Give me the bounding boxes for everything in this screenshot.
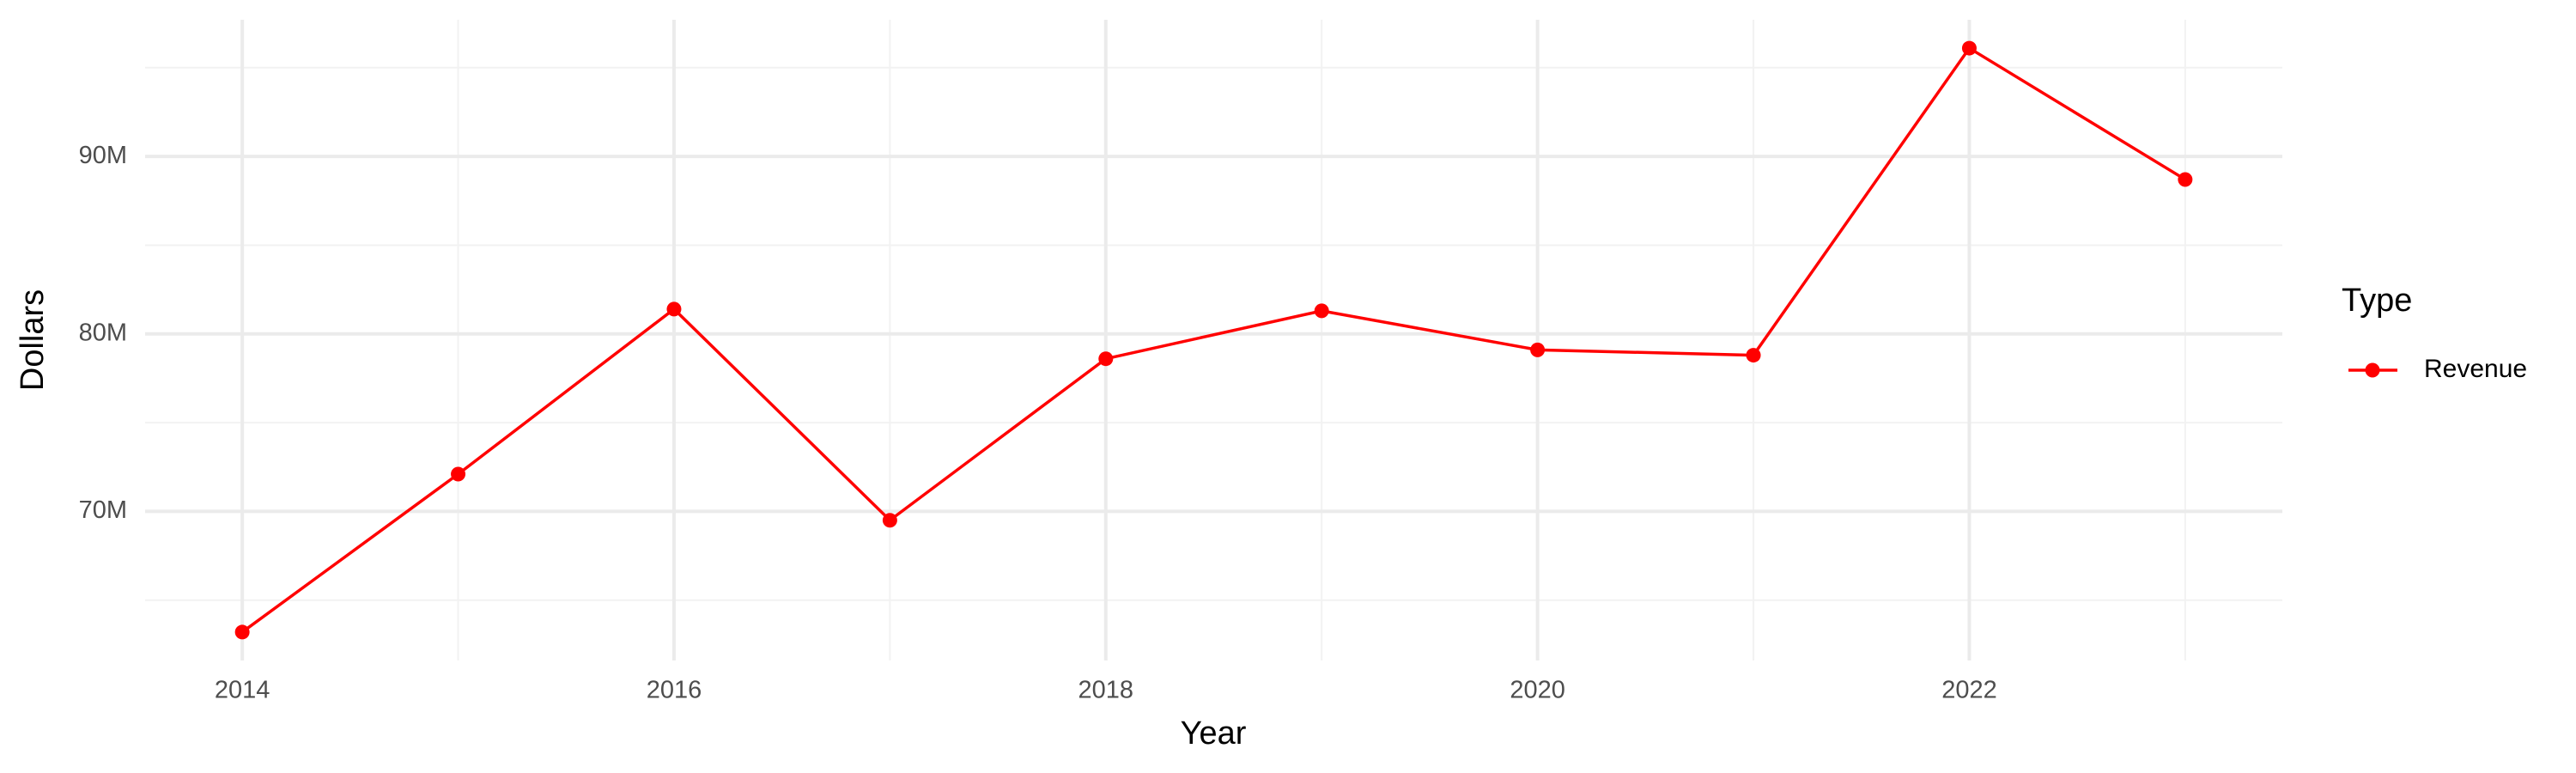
y-tick-label: 80M bbox=[79, 319, 127, 346]
data-point bbox=[451, 466, 466, 482]
x-axis-title: Year bbox=[1181, 715, 1247, 752]
x-tick-label: 2014 bbox=[215, 677, 270, 704]
x-tick-label: 2022 bbox=[1941, 677, 1997, 704]
data-point bbox=[1530, 342, 1546, 357]
data-point bbox=[882, 513, 897, 528]
x-tick-label: 2018 bbox=[1078, 677, 1134, 704]
y-tick-label: 90M bbox=[79, 142, 127, 169]
data-point bbox=[666, 301, 682, 317]
legend-label: Revenue bbox=[2424, 355, 2527, 383]
legend-marker bbox=[2365, 362, 2380, 378]
series-line bbox=[241, 46, 2186, 634]
x-tick-label: 2016 bbox=[647, 677, 702, 704]
y-tick-label: 70M bbox=[79, 496, 127, 524]
x-tick-label: 2020 bbox=[1510, 677, 1565, 704]
data-point bbox=[2178, 172, 2193, 187]
data-point bbox=[1098, 351, 1114, 367]
data-point bbox=[1961, 40, 1977, 56]
data-point bbox=[234, 624, 250, 640]
legend-title: Type bbox=[2342, 283, 2412, 319]
data-point bbox=[1314, 303, 1329, 319]
data-point bbox=[1746, 348, 1761, 363]
y-axis-title: Dollars bbox=[15, 289, 51, 391]
